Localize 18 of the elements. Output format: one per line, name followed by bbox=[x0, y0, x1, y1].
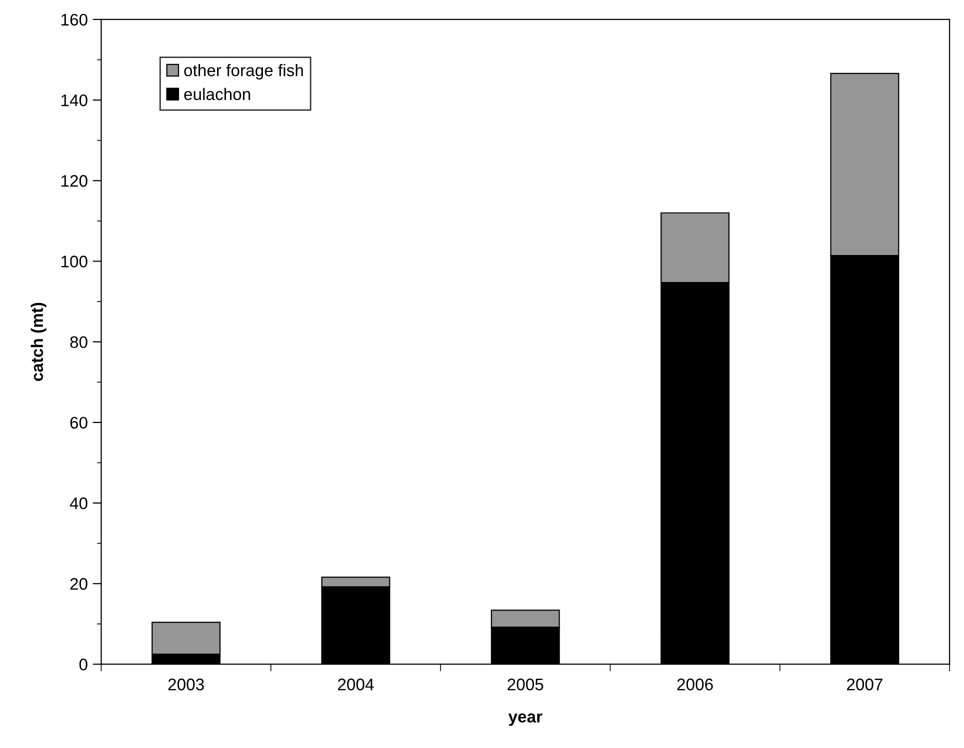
y-tick-label: 120 bbox=[61, 175, 88, 187]
y-tick-label: 40 bbox=[70, 497, 88, 510]
y-tick-label: 100 bbox=[61, 256, 88, 268]
x-tick-label: 2006 bbox=[677, 678, 713, 690]
x-tick-label: 2005 bbox=[508, 678, 544, 690]
x-tick-label: 2007 bbox=[847, 678, 882, 690]
y-tick-label: 140 bbox=[61, 94, 88, 106]
y-tick-label: 160 bbox=[61, 14, 88, 26]
y-tick-label: 60 bbox=[70, 416, 88, 429]
y-tick-label: 0 bbox=[79, 658, 88, 670]
y-tick-label: 20 bbox=[70, 578, 88, 590]
x-axis-title: year bbox=[508, 713, 542, 726]
legend-label: eulachon bbox=[184, 88, 250, 100]
x-tick-label: 2003 bbox=[168, 678, 204, 690]
y-tick-label: 80 bbox=[70, 336, 88, 348]
y-axis-title: catch (mt) bbox=[30, 302, 46, 381]
x-tick-label: 2004 bbox=[338, 678, 374, 690]
legend-label: other forage fish bbox=[184, 64, 303, 80]
